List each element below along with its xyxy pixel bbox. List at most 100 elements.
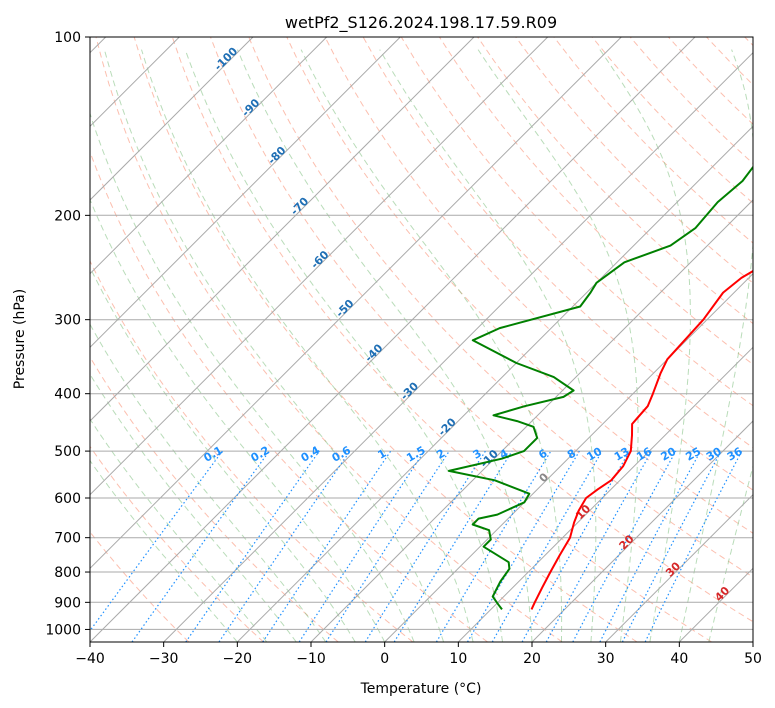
moist-adiabat-label: -40 — [362, 341, 385, 364]
y-tick-label: 800 — [54, 565, 81, 581]
dry-adiabat-line — [324, 37, 753, 491]
y-tick-label: 100 — [54, 30, 81, 46]
isotherm-line — [90, 37, 328, 275]
isotherm-line — [384, 272, 753, 642]
moist-adiabat-line — [90, 111, 415, 642]
moist-adiabat-line — [90, 373, 297, 642]
x-tick-label: 20 — [523, 651, 541, 667]
mixing-ratio-label: 0.1 — [201, 444, 224, 465]
mixing-ratio-label: 10 — [585, 445, 605, 464]
moist-adiabat-line — [708, 464, 753, 642]
isotherm-line — [90, 37, 475, 422]
mixing-ratio-label: 2 — [434, 447, 447, 462]
y-tick-label: 600 — [54, 491, 81, 507]
isotherm-line — [678, 567, 753, 642]
mixing-ratio-line — [599, 450, 702, 642]
moist-adiabat-line — [90, 266, 356, 642]
mixing-ratio-line — [521, 450, 631, 642]
dry-adiabat-line — [90, 445, 264, 642]
moist-adiabat-line — [90, 459, 238, 642]
y-tick-label: 400 — [54, 387, 81, 403]
mixing-ratio-line — [393, 450, 513, 642]
dry-adiabat-line — [90, 356, 339, 642]
dry-adiabat-label: 40 — [712, 584, 732, 604]
dry-adiabat-label: 20 — [617, 532, 637, 552]
dry-adiabat-line — [90, 259, 414, 642]
mixing-ratio-label: 25 — [683, 445, 703, 464]
plot-background-lines: 0.1 0.2 0.4 0.6 1 1.5 2 3 4 6 8 10 13 16 20 25 30 36 — [90, 37, 753, 642]
isotherm-line — [90, 37, 401, 349]
moist-adiabat-line — [90, 418, 268, 642]
dewpoint-profile-line — [447, 165, 753, 611]
y-tick-label: 900 — [54, 595, 81, 611]
isotherm-line — [236, 125, 753, 642]
dry-adiabat-line — [171, 37, 712, 642]
mixing-ratio-line — [644, 450, 743, 642]
isotherm-line — [90, 37, 549, 496]
dry-adiabat-line — [706, 37, 753, 86]
moist-adiabat-line — [237, 49, 533, 642]
mixing-ratio-line — [298, 450, 425, 642]
moist-adiabat-line — [477, 49, 639, 642]
x-tick-label: −20 — [223, 651, 253, 667]
moist-adiabat-label: -100 — [212, 44, 241, 73]
mixing-ratio-label: 36 — [725, 445, 745, 464]
mixing-ratio-line — [131, 450, 270, 642]
y-tick-label: 500 — [54, 444, 81, 460]
moist-adiabat-line — [90, 323, 327, 642]
isotherm-line — [310, 199, 753, 642]
dry-adiabat-line — [553, 37, 753, 244]
dry-adiabat-line — [133, 37, 638, 642]
x-tick-label: 50 — [744, 651, 762, 667]
dry-adiabat-line — [744, 37, 753, 47]
mixing-ratio-line — [218, 450, 351, 642]
dry-adiabat-line — [286, 37, 753, 534]
mixing-ratio-label: 1 — [376, 447, 389, 462]
moist-adiabat-label: -90 — [239, 96, 262, 119]
mixing-ratio-label: 30 — [704, 445, 724, 464]
x-tick-label: −30 — [149, 651, 179, 667]
mixing-ratio-label: 20 — [659, 445, 679, 464]
mixing-ratio-line — [262, 450, 392, 642]
y-tick-label: 700 — [54, 531, 81, 547]
mixing-ratio-line — [185, 450, 320, 642]
moist-adiabat-line — [90, 198, 386, 642]
x-tick-label: −10 — [296, 651, 326, 667]
mixing-ratio-line — [90, 450, 223, 632]
dry-adiabat-line — [90, 150, 488, 642]
moist-adiabat-line — [103, 49, 445, 642]
mixing-ratio-label: 0.6 — [330, 443, 354, 464]
y-axis-title: Pressure (hPa) — [12, 289, 28, 389]
moist-adiabat-line — [678, 49, 753, 642]
dry-adiabat-line — [90, 531, 190, 642]
mixing-ratio-label: 6 — [536, 446, 549, 461]
dry-adiabat-label: 30 — [663, 559, 683, 579]
x-tick-label: 10 — [449, 651, 467, 667]
x-tick-label: 30 — [597, 651, 615, 667]
temperature-profile-line — [530, 269, 753, 610]
y-tick-label: 200 — [54, 208, 81, 224]
dry-adiabat-line — [248, 37, 753, 578]
mixing-ratio-line — [572, 450, 677, 642]
dry-adiabat-line — [515, 37, 753, 284]
moist-adiabat-line — [141, 49, 474, 642]
isotherm-line — [90, 37, 622, 570]
x-tick-label: 40 — [670, 651, 688, 667]
mixing-ratio-line — [325, 450, 450, 642]
plot-frame — [89, 36, 754, 643]
dry-adiabat-line — [210, 37, 753, 623]
isotherm-line — [531, 420, 753, 642]
moist-adiabat-label: -70 — [288, 194, 311, 217]
isotherm-line — [90, 37, 254, 201]
dry-adiabat-line — [591, 37, 753, 204]
isotherm-line — [752, 641, 753, 642]
dry-adiabat-line — [95, 37, 563, 642]
chart-title: wetPf2_S126.2024.198.17.59.R09 — [285, 13, 557, 33]
x-tick-label: 0 — [380, 651, 389, 667]
moist-adiabat-line — [300, 49, 563, 642]
mixing-ratio-label: 1.5 — [404, 444, 427, 465]
isotherm-line — [457, 346, 753, 642]
mixing-ratio-line — [364, 450, 486, 642]
moist-adiabat-line — [379, 49, 597, 642]
